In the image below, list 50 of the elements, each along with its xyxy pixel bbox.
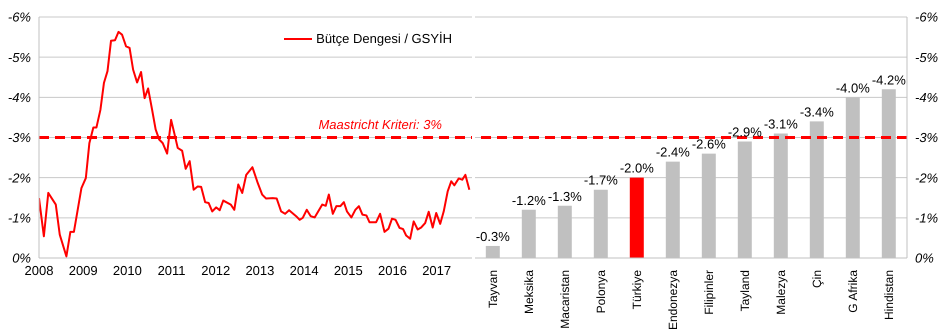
x-tick-label: 2012	[201, 263, 230, 278]
x-tick-label: Çin	[810, 270, 824, 288]
x-tick-label: G Afrika	[846, 270, 860, 313]
x-tick-label: 2010	[112, 263, 142, 278]
x-tick-label: 2009	[68, 263, 98, 278]
x-tick-label: Endonezya	[666, 270, 680, 330]
x-tick-label: 2013	[245, 263, 274, 278]
x-tick-label: Filipinler	[702, 270, 716, 315]
data-label: -2.6%	[692, 136, 726, 152]
x-tick-label: Meksika	[522, 270, 536, 314]
x-tick-label: Tayvan	[486, 270, 500, 308]
data-label: -1.7%	[584, 172, 618, 188]
x-tick-label: 2016	[378, 263, 407, 278]
x-tick-label: 2015	[334, 263, 363, 278]
data-label: -3.4%	[800, 104, 834, 120]
y-tick-label: -2%	[8, 170, 31, 186]
data-label: -2.4%	[656, 144, 690, 160]
y2-tick-label: -4%	[915, 90, 938, 105]
y2-tick-label: -5%	[915, 50, 938, 65]
x-tick-label: Tayland	[738, 270, 752, 312]
y2-tick-label: 0%	[915, 250, 934, 266]
x-tick-label: Hindistan	[882, 270, 896, 320]
x-tick-label: Polonya	[594, 270, 608, 314]
data-label: -4.0%	[836, 80, 870, 96]
y-tick-label: -4%	[8, 90, 31, 105]
data-label: -2.9%	[728, 124, 762, 140]
y-tick-label: -6%	[8, 10, 31, 25]
y2-tick-label: -1%	[915, 210, 938, 226]
x-tick-label: Macaristan	[558, 270, 572, 329]
y-tick-label: -3%	[8, 130, 31, 146]
y2-tick-label: -3%	[915, 130, 938, 146]
y2-tick-label: -2%	[915, 170, 938, 186]
data-label: -3.1%	[764, 116, 798, 132]
x-tick-label: Türkiye	[630, 270, 644, 310]
y-tick-label: -1%	[8, 210, 31, 226]
data-label: -2.0%	[620, 160, 654, 176]
y2-tick-label: -6%	[915, 10, 938, 25]
legend-label: Bütçe Dengesi / GSYİH	[316, 31, 452, 46]
annotation: Maastricht Kriteri: 3%	[318, 117, 442, 132]
data-label: -1.2%	[512, 192, 546, 208]
x-tick-label: 2014	[290, 263, 319, 278]
y-tick-label: -5%	[8, 50, 31, 65]
x-tick-label: 2011	[158, 263, 186, 278]
data-label: -1.3%	[548, 188, 582, 204]
x-tick-label: 2017	[422, 263, 452, 278]
x-tick-label: Malezya	[774, 270, 788, 315]
data-label: -4.2%	[872, 72, 906, 88]
x-tick-label: 2008	[24, 263, 54, 278]
y-tick-label: 0%	[12, 250, 31, 266]
data-label: -0.3%	[476, 228, 510, 244]
